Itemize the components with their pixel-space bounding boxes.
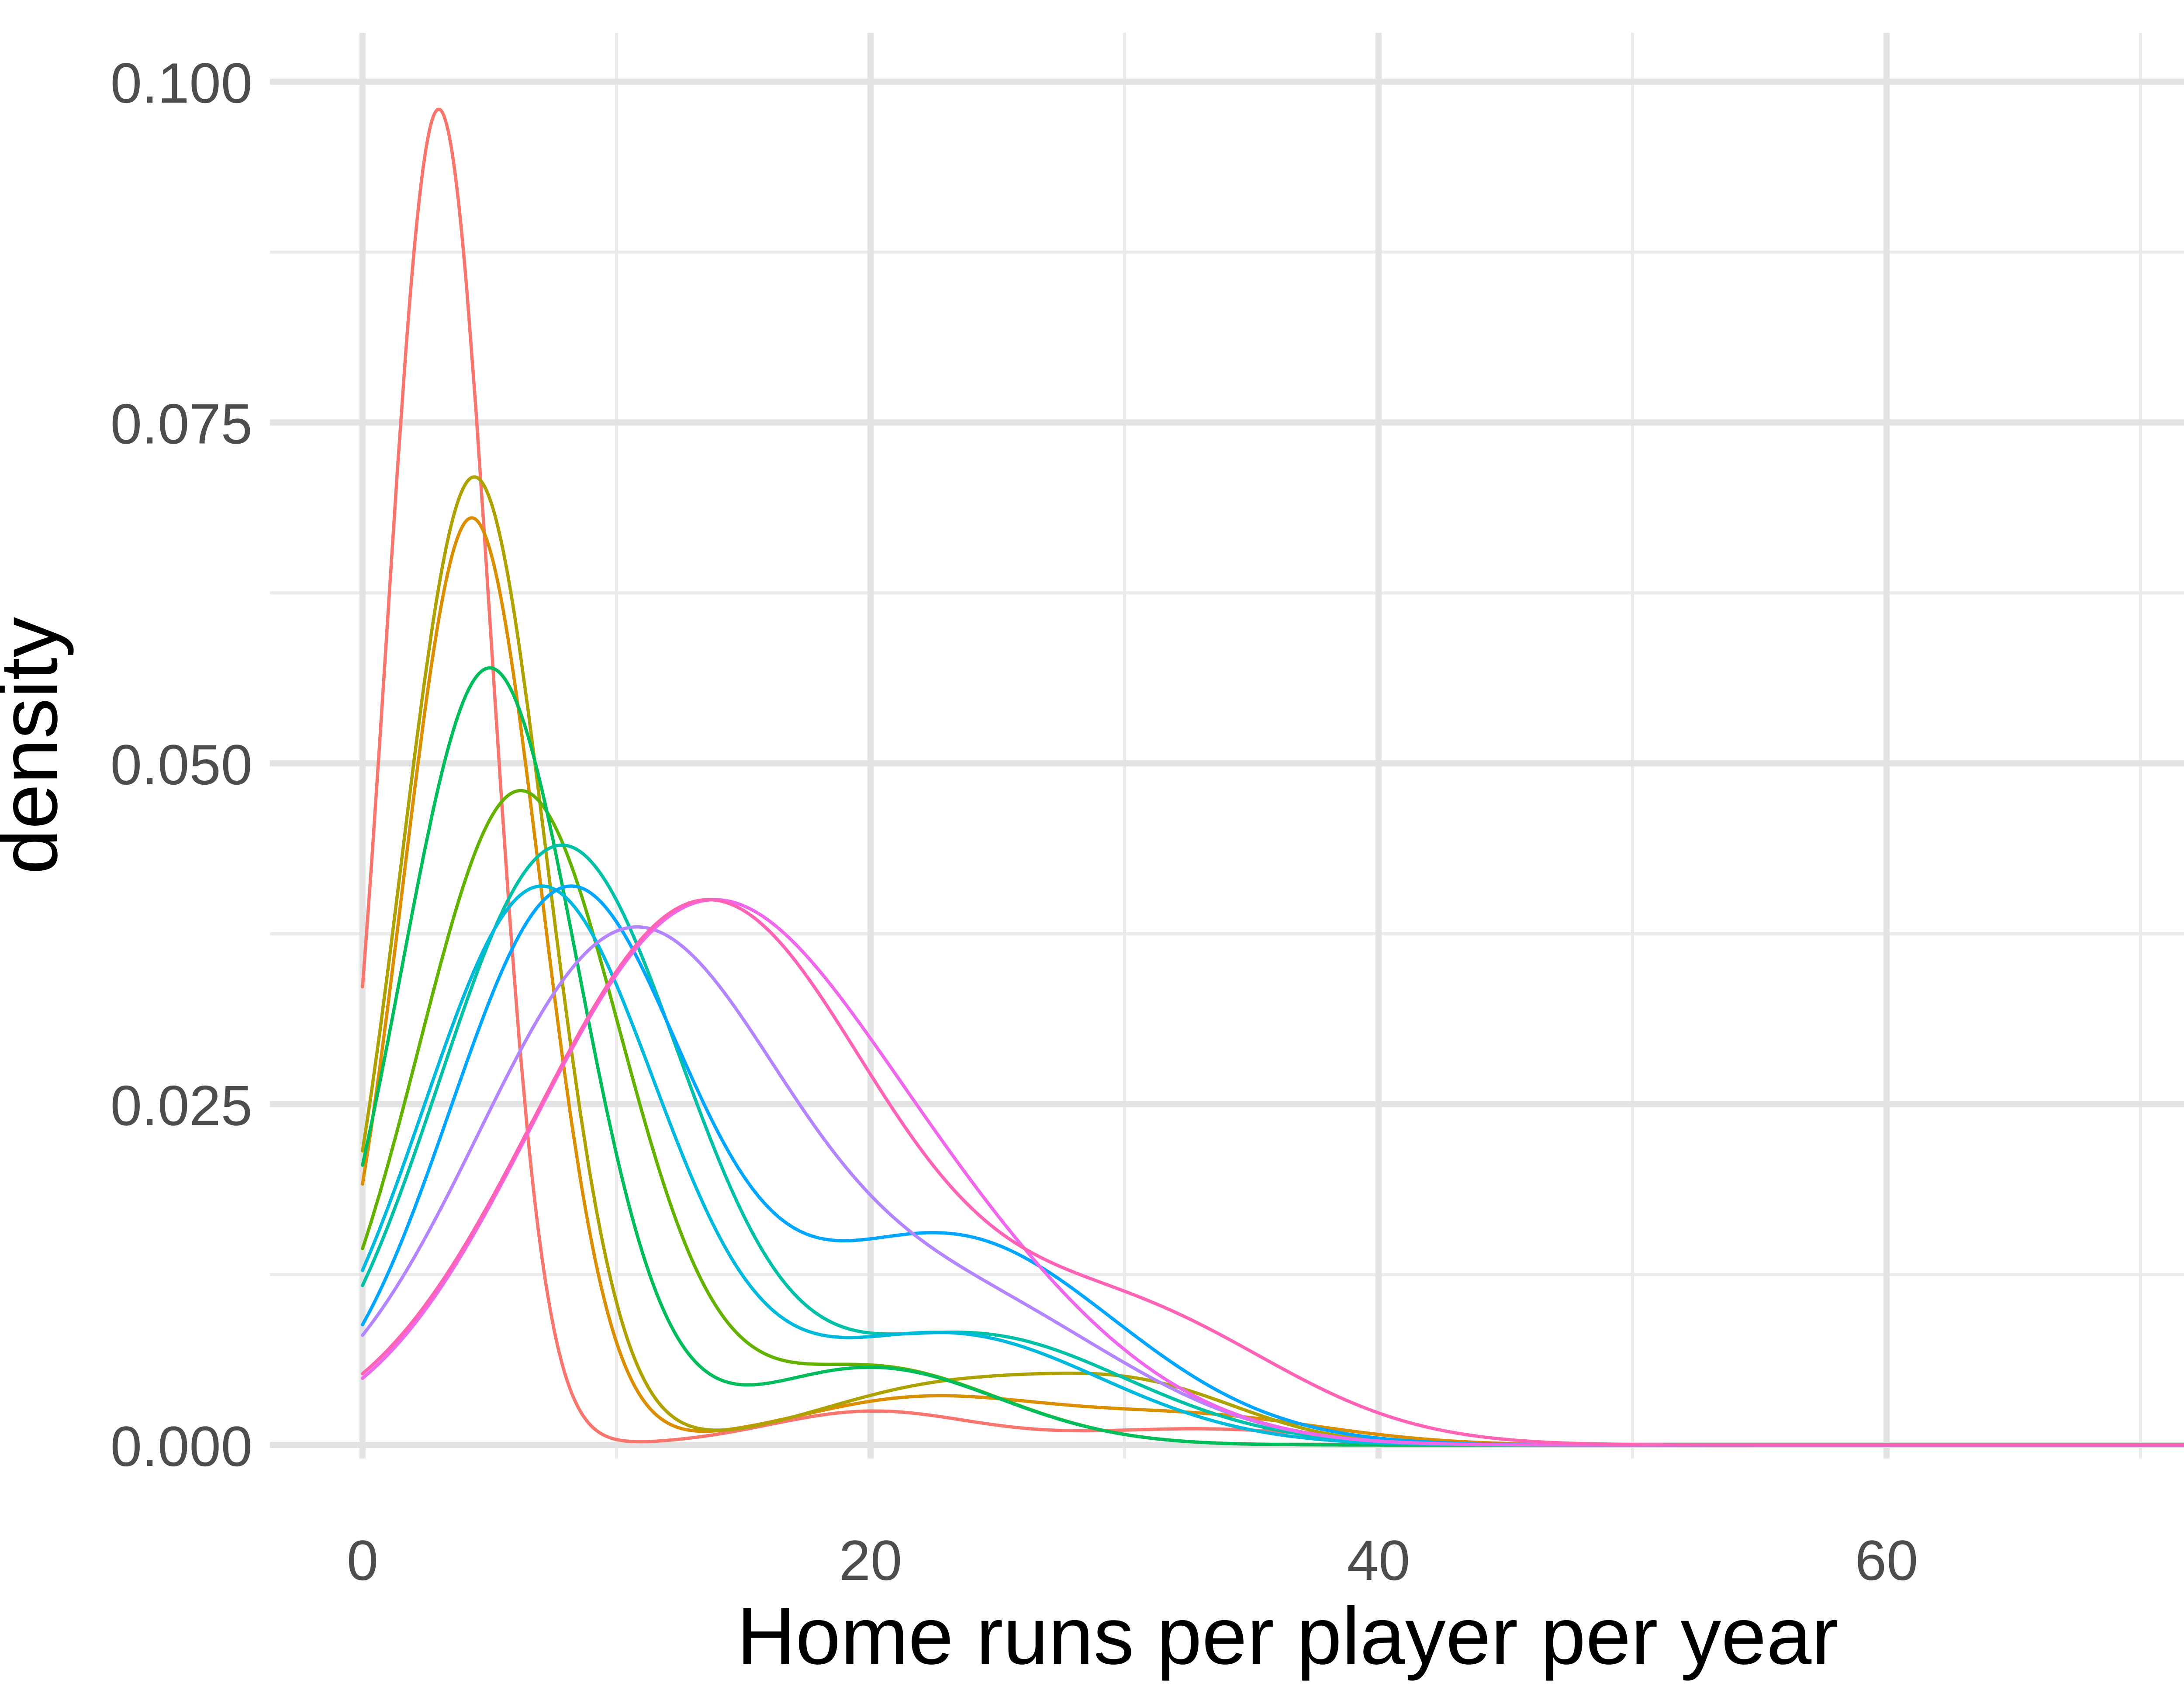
svg-text:0.050: 0.050 bbox=[111, 733, 252, 797]
svg-text:0: 0 bbox=[347, 1528, 378, 1592]
svg-text:0.000: 0.000 bbox=[111, 1414, 252, 1478]
svg-text:20: 20 bbox=[839, 1528, 902, 1592]
svg-text:60: 60 bbox=[1855, 1528, 1918, 1592]
svg-text:density: density bbox=[0, 617, 74, 874]
svg-text:0.025: 0.025 bbox=[111, 1074, 252, 1138]
svg-text:Home runs per player per year: Home runs per player per year bbox=[737, 1591, 1838, 1681]
svg-text:40: 40 bbox=[1347, 1528, 1410, 1592]
svg-text:0.075: 0.075 bbox=[111, 392, 252, 456]
svg-text:0.100: 0.100 bbox=[111, 51, 252, 115]
